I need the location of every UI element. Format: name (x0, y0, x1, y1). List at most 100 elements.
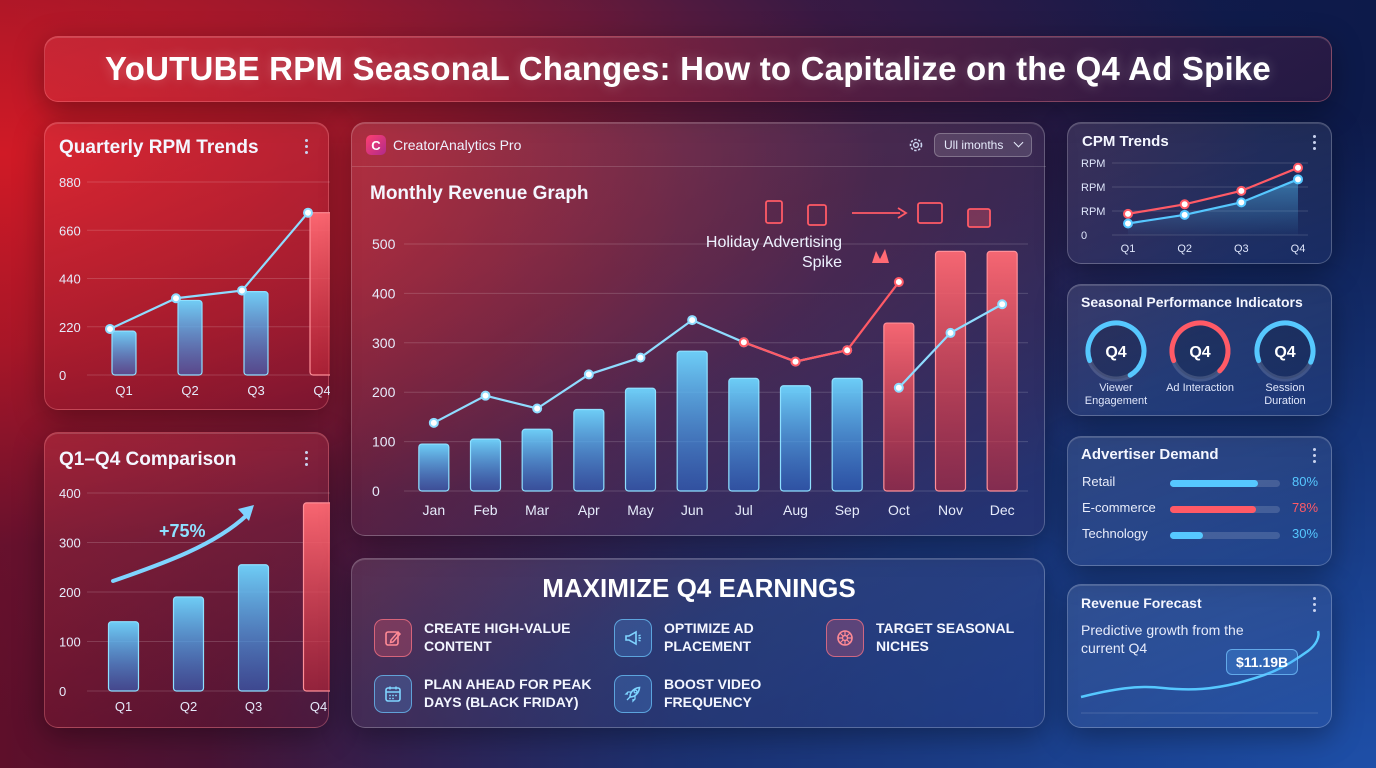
demand-label: Retail (1082, 474, 1116, 489)
forecast-value-badge: $11.19B (1226, 649, 1299, 675)
bar (177, 299, 203, 376)
demand-pct: 30% (1292, 526, 1319, 541)
title-banner: YoUTUBE RPM SeasonaL Changes: How to Cap… (44, 36, 1332, 102)
cpm-blue-line-point (1179, 209, 1190, 220)
page-title: YoUTUBE RPM SeasonaL Changes: How to Cap… (105, 50, 1271, 87)
growth-arrow-head (238, 505, 254, 521)
demand-row: E-commerce 78% (1082, 500, 1322, 518)
graph-title: Monthly Revenue Graph (370, 183, 589, 204)
cpm-panel: CPM Trends 0 RPM RPM RPM Q1 Q2 Q3 Q4 (1067, 122, 1332, 264)
demand-bar-fill (1170, 480, 1258, 487)
cpm-blue-line (1127, 178, 1299, 225)
tip-boost-frequency: BOOST VIDEO FREQUENCY (614, 675, 844, 713)
revenue-line-q4-point (893, 382, 904, 393)
x-tick-label: Jan (423, 502, 446, 518)
bar (309, 212, 330, 376)
holiday-line-point (790, 356, 801, 367)
x-tick-label: May (627, 502, 653, 518)
revenue-line-point (635, 352, 646, 363)
cpm-menu-dots-icon[interactable] (1311, 135, 1317, 153)
flame-icon (872, 249, 889, 263)
sun-icon (826, 619, 864, 657)
x-tick-label: Oct (888, 502, 910, 518)
range-select[interactable]: Ull imonths (934, 133, 1032, 157)
x-tick-label: Sep (835, 502, 860, 518)
bar (418, 443, 450, 492)
tip-optimize-placement: OPTIMIZE AD PLACEMENT (614, 619, 844, 657)
forecast-title: Revenue Forecast (1081, 595, 1202, 611)
forecast-panel: Revenue Forecast Predictive growth from … (1067, 584, 1332, 728)
y-tick-label: 0 (59, 368, 66, 383)
gift-icon (967, 208, 991, 228)
x-tick-label: Feb (473, 502, 497, 518)
bar (728, 377, 760, 492)
monthly-revenue-chart: 0 100 200 300 400 500 Jan Feb Mar Apr May Jun Jul Aug… (372, 200, 1028, 518)
y-tick-label: 660 (59, 223, 81, 238)
y-tick-label: 400 (59, 486, 81, 501)
demand-pct: 78% (1292, 500, 1319, 515)
bar (111, 330, 137, 376)
bar (831, 377, 863, 492)
demand-bar-fill (1170, 506, 1256, 513)
x-tick-label: Dec (990, 502, 1015, 518)
comparison-chart: 0 100 200 300 400 Q1 Q2 Q3 Q4 +75% (59, 486, 330, 714)
demand-bar (1170, 506, 1280, 513)
trend-line-point (237, 285, 247, 296)
x-tick-label: Mar (525, 502, 549, 518)
revenue-line-point (583, 369, 594, 380)
gauge-value: Q4 (1274, 344, 1295, 361)
y-tick-label: RPM (1081, 158, 1105, 170)
seasonal-title: Seasonal Performance Indicators (1081, 294, 1303, 310)
range-select-value: Ull imonths (944, 138, 1004, 152)
bar (172, 596, 205, 692)
bar (573, 408, 605, 492)
cpm-red-line-point (1293, 162, 1303, 173)
bar (779, 385, 812, 492)
growth-label: +75% (159, 521, 206, 541)
shopping-bag-icon (807, 204, 827, 226)
gauge-label: Viewer Engagement (1084, 382, 1148, 407)
gauge-arc (1254, 320, 1316, 382)
comparison-menu-dots-icon[interactable] (303, 451, 309, 469)
bar (302, 502, 330, 692)
revenue-line-point (428, 417, 439, 428)
bar (676, 350, 708, 492)
y-tick-label: 300 (59, 536, 81, 551)
x-tick-label: Q1 (115, 699, 132, 714)
x-tick-label: Apr (578, 502, 600, 518)
demand-pct: 80% (1292, 474, 1319, 489)
demand-row: Technology 30% (1082, 526, 1322, 544)
tip-seasonal-niches: TARGET SEASONAL NICHES (826, 619, 1056, 657)
x-tick-label: Q2 (180, 699, 197, 714)
tip-label: CREATE HIGH-VALUE CONTENT (424, 620, 571, 654)
arrow-head (897, 207, 908, 219)
forecast-sparkline (1080, 630, 1320, 714)
forecast-value: $11.19B (1236, 654, 1289, 670)
bar (624, 387, 657, 492)
x-tick-label: Q2 (181, 383, 198, 398)
demand-title: Advertiser Demand (1081, 446, 1219, 463)
demand-label: Technology (1082, 526, 1148, 541)
x-tick-label: Q3 (245, 699, 262, 714)
y-tick-label: 200 (59, 585, 81, 600)
window-titlebar: C CreatorAnalytics Pro Ull imonths (352, 123, 1046, 167)
demand-panel: Advertiser Demand Retail 80% E-commerce … (1067, 436, 1332, 566)
app-name: CreatorAnalytics Pro (393, 137, 522, 153)
comparison-panel: Q1–Q4 Comparison 0 100 200 300 400 Q1 Q2 Q3 Q4 +7… (44, 432, 330, 728)
calendar-icon (374, 675, 412, 713)
shopping-bag-icon (765, 200, 783, 224)
holiday-line-point (842, 345, 853, 356)
bar (986, 250, 1018, 492)
x-tick-label: Jul (735, 502, 753, 518)
forecast-menu-dots-icon[interactable] (1311, 597, 1317, 615)
bar (521, 428, 553, 492)
cpm-blue-line-point (1123, 218, 1133, 229)
gauge-arc (1169, 320, 1231, 382)
tip-label: BOOST VIDEO FREQUENCY (664, 676, 762, 710)
gear-icon[interactable] (907, 136, 925, 154)
demand-menu-dots-icon[interactable] (1311, 448, 1317, 466)
y-tick-label: 100 (372, 434, 396, 450)
app-logo-letter: C (371, 137, 381, 153)
quarterly-menu-dots-icon[interactable] (303, 139, 309, 157)
demand-label: E-commerce (1082, 500, 1156, 515)
